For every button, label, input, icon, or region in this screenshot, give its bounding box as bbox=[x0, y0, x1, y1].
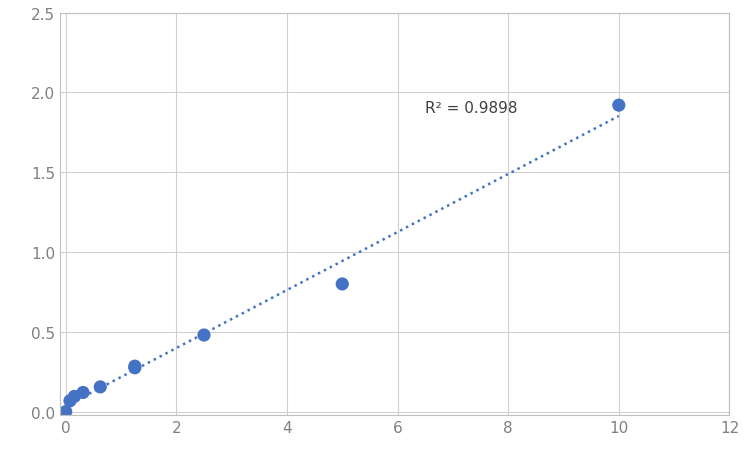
Point bbox=[59, 408, 71, 415]
Point bbox=[68, 393, 80, 400]
Point bbox=[64, 397, 76, 405]
Point bbox=[129, 363, 141, 370]
Point bbox=[94, 383, 106, 391]
Point bbox=[129, 364, 141, 372]
Point bbox=[77, 389, 89, 396]
Point bbox=[336, 281, 348, 288]
Point bbox=[613, 102, 625, 110]
Text: R² = 0.9898: R² = 0.9898 bbox=[425, 100, 517, 115]
Point bbox=[198, 331, 210, 339]
